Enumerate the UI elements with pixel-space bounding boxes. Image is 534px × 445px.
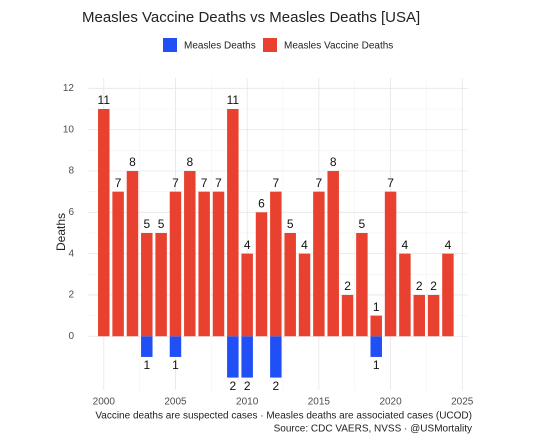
y-tick-label: 12 [63, 83, 75, 94]
data-label: 5 [143, 217, 150, 231]
x-tick-label: 2010 [236, 397, 259, 408]
bar [284, 232, 296, 337]
bar [241, 253, 253, 337]
data-label: 4 [402, 238, 409, 252]
data-label: 7 [215, 176, 222, 190]
data-label: 7 [316, 176, 323, 190]
bar [141, 232, 153, 337]
data-label: 8 [129, 155, 136, 169]
data-label: 2 [273, 379, 280, 393]
bar [198, 191, 210, 337]
bar [270, 336, 282, 378]
bar [98, 108, 110, 337]
data-label: 8 [186, 155, 193, 169]
data-label: 1 [172, 358, 179, 372]
data-label: 4 [301, 238, 308, 252]
data-label: 8 [330, 155, 337, 169]
y-tick-label: 0 [68, 331, 74, 342]
data-label: 7 [172, 176, 179, 190]
data-label: 2 [416, 279, 423, 293]
data-label: 4 [244, 238, 251, 252]
legend-swatch [263, 38, 277, 52]
y-tick-label: 10 [63, 124, 75, 135]
data-label: 5 [287, 217, 294, 231]
bar [327, 170, 339, 337]
bar [227, 108, 239, 337]
bar [298, 253, 311, 337]
x-tick-label: 2000 [93, 397, 116, 408]
bar [370, 315, 382, 337]
legend-label: Measles Vaccine Deaths [284, 41, 393, 52]
caption: Vaccine deaths are suspected cases · Mea… [95, 411, 472, 422]
data-label: 2 [430, 279, 437, 293]
data-label: 7 [115, 176, 122, 190]
y-tick-label: 2 [68, 290, 74, 301]
bar [442, 253, 454, 337]
data-label: 2 [244, 379, 251, 393]
bar [155, 232, 167, 337]
y-axis-label: Deaths [54, 213, 68, 251]
data-label: 11 [227, 93, 240, 107]
data-label: 5 [158, 217, 165, 231]
x-tick-label: 2025 [451, 397, 474, 408]
caption: Source: CDC VAERS, NVSS · @USMortality [274, 424, 472, 435]
bar [241, 336, 253, 378]
bar [169, 336, 182, 357]
bar [270, 191, 282, 337]
y-tick-label: 6 [68, 207, 74, 218]
x-tick-label: 2015 [308, 397, 331, 408]
bar [255, 212, 268, 337]
data-label: 1 [373, 300, 380, 314]
bar [227, 336, 239, 378]
bar [212, 191, 225, 337]
data-label: 1 [373, 358, 380, 372]
data-label: 7 [273, 176, 280, 190]
bar [169, 191, 182, 337]
bar [384, 191, 397, 337]
data-label: 4 [445, 238, 452, 252]
bar [341, 294, 354, 337]
legend-label: Measles Deaths [184, 41, 256, 52]
legend-swatch [163, 38, 177, 52]
bar [112, 191, 124, 337]
data-label: 11 [98, 93, 111, 107]
y-tick-label: 8 [68, 166, 74, 177]
data-label: 7 [387, 176, 394, 190]
bar [126, 170, 139, 337]
bar [370, 336, 382, 357]
bar [413, 294, 425, 337]
data-label: 7 [201, 176, 208, 190]
data-label: 6 [258, 196, 265, 210]
bar [399, 253, 411, 337]
data-label: 2 [344, 279, 351, 293]
bar [313, 191, 325, 337]
data-label: 1 [143, 358, 150, 372]
bar [427, 294, 440, 337]
y-tick-label: 4 [68, 248, 74, 259]
x-tick-label: 2020 [379, 397, 402, 408]
bar [141, 336, 153, 357]
data-label: 5 [359, 217, 366, 231]
data-label: 2 [229, 379, 236, 393]
chart-title: Measles Vaccine Deaths vs Measles Deaths… [82, 9, 420, 26]
bar [184, 170, 196, 337]
bar [356, 232, 368, 337]
x-tick-label: 2005 [164, 397, 187, 408]
